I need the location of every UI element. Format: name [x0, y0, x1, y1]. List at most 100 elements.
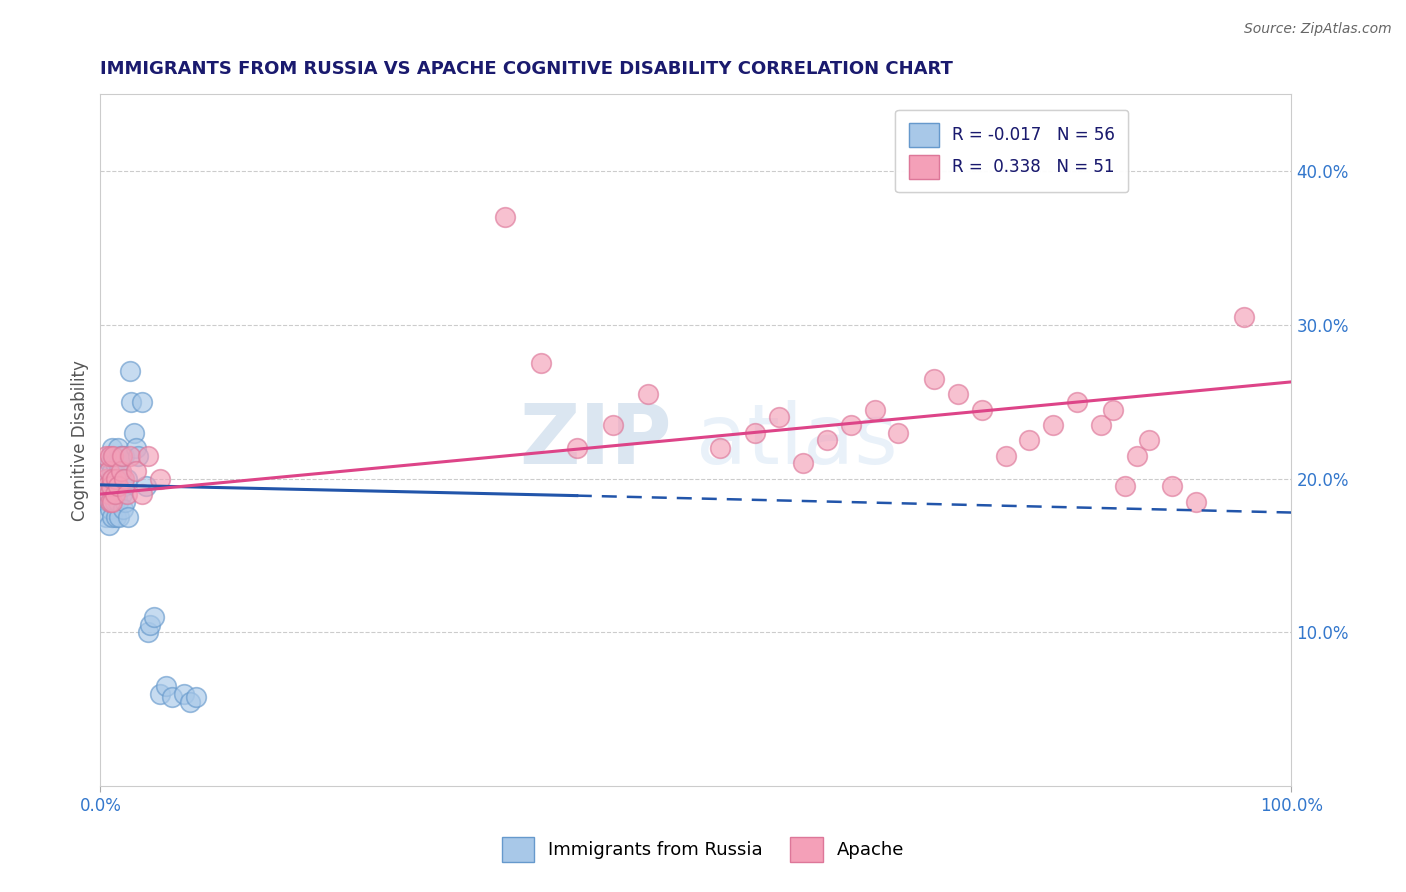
Point	[120, 364, 142, 378]
Point	[96, 472, 118, 486]
Point	[1137, 434, 1160, 448]
Point	[602, 417, 624, 432]
Point	[104, 495, 127, 509]
Point	[111, 487, 134, 501]
Point	[97, 517, 120, 532]
Point	[1066, 395, 1088, 409]
Point	[111, 502, 134, 516]
Point	[110, 464, 132, 478]
Point	[98, 456, 121, 470]
Point	[112, 472, 135, 486]
Point	[100, 495, 122, 509]
Legend: Immigrants from Russia, Apache: Immigrants from Russia, Apache	[495, 830, 911, 870]
Point	[98, 449, 121, 463]
Point	[1090, 417, 1112, 432]
Text: atlas: atlas	[696, 400, 897, 481]
Point	[1185, 495, 1208, 509]
Point	[97, 487, 120, 501]
Text: IMMIGRANTS FROM RUSSIA VS APACHE COGNITIVE DISABILITY CORRELATION CHART: IMMIGRANTS FROM RUSSIA VS APACHE COGNITI…	[100, 60, 953, 78]
Point	[120, 449, 142, 463]
Point	[179, 695, 201, 709]
Point	[114, 495, 136, 509]
Point	[97, 487, 120, 501]
Point	[994, 449, 1017, 463]
Point	[108, 510, 131, 524]
Point	[131, 487, 153, 501]
Point	[1018, 434, 1040, 448]
Point	[103, 487, 125, 501]
Point	[101, 449, 124, 463]
Point	[104, 487, 127, 501]
Point	[160, 690, 183, 704]
Point	[101, 510, 124, 524]
Point	[709, 441, 731, 455]
Point	[946, 387, 969, 401]
Point	[120, 395, 142, 409]
Point	[125, 464, 148, 478]
Point	[96, 472, 118, 486]
Point	[111, 449, 134, 463]
Point	[110, 449, 132, 463]
Point	[922, 372, 945, 386]
Point	[96, 479, 118, 493]
Point	[122, 425, 145, 440]
Point	[101, 479, 124, 493]
Point	[103, 472, 125, 486]
Point	[98, 502, 121, 516]
Y-axis label: Cognitive Disability: Cognitive Disability	[72, 359, 89, 521]
Point	[101, 472, 124, 486]
Point	[97, 464, 120, 478]
Point	[530, 356, 553, 370]
Point	[112, 449, 135, 463]
Point	[637, 387, 659, 401]
Point	[117, 510, 139, 524]
Point	[100, 479, 122, 493]
Point	[103, 449, 125, 463]
Point	[98, 479, 121, 493]
Point	[863, 402, 886, 417]
Point	[107, 479, 129, 493]
Point	[104, 472, 127, 486]
Point	[125, 441, 148, 455]
Point	[115, 472, 138, 486]
Point	[107, 479, 129, 493]
Text: Source: ZipAtlas.com: Source: ZipAtlas.com	[1244, 22, 1392, 37]
Point	[104, 456, 127, 470]
Point	[108, 464, 131, 478]
Point	[97, 495, 120, 509]
Point	[115, 487, 138, 501]
Point	[1114, 479, 1136, 493]
Point	[1161, 479, 1184, 493]
Point	[494, 211, 516, 225]
Point	[1042, 417, 1064, 432]
Point	[155, 679, 177, 693]
Point	[101, 495, 124, 509]
Point	[96, 449, 118, 463]
Point	[135, 479, 157, 493]
Point	[104, 510, 127, 524]
Legend: R = -0.017   N = 56, R =  0.338   N = 51: R = -0.017 N = 56, R = 0.338 N = 51	[896, 110, 1128, 192]
Point	[97, 464, 120, 478]
Text: ZIP: ZIP	[520, 400, 672, 481]
Point	[839, 417, 862, 432]
Point	[96, 510, 118, 524]
Point	[131, 395, 153, 409]
Point	[565, 441, 588, 455]
Point	[792, 456, 814, 470]
Point	[136, 449, 159, 463]
Point	[136, 625, 159, 640]
Point	[149, 472, 172, 486]
Point	[107, 495, 129, 509]
Point	[127, 449, 149, 463]
Point	[1101, 402, 1123, 417]
Point	[104, 472, 127, 486]
Point	[744, 425, 766, 440]
Point	[101, 464, 124, 478]
Point	[970, 402, 993, 417]
Point	[101, 441, 124, 455]
Point	[815, 434, 838, 448]
Point	[887, 425, 910, 440]
Point	[107, 441, 129, 455]
Point	[104, 479, 127, 493]
Point	[139, 617, 162, 632]
